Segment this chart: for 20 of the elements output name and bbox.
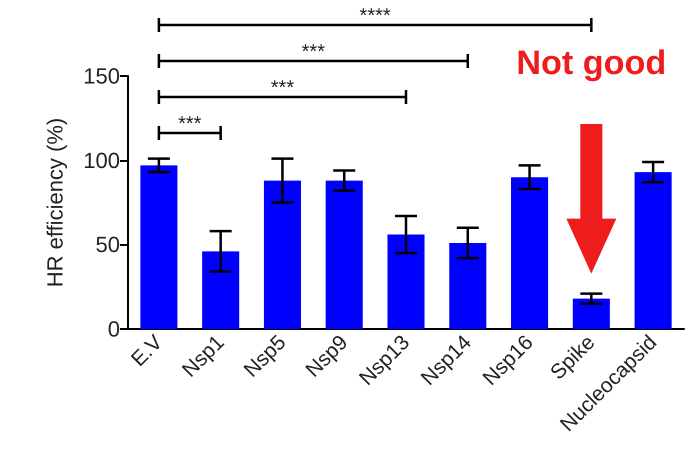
annotation: Not good [516,44,666,82]
y-tick-label: 0 [108,316,120,342]
bar [387,234,425,329]
text: **** [360,5,391,27]
y-tick-label: 100 [83,148,120,173]
y-axis-title: HR efficiency (%) [42,118,68,288]
bar [140,165,178,329]
annotation: *** [270,77,294,99]
bar [326,180,363,329]
bar [634,172,672,329]
bar [264,180,301,329]
bar [449,242,486,329]
annotation: *** [178,113,202,135]
y-tick-label: 150 [83,64,120,88]
y-tick-label: 50 [96,232,120,258]
bar [511,177,548,329]
text: *** [302,41,326,63]
bar [202,251,240,329]
x-tick-label: E.V [126,330,168,372]
bar [572,298,610,329]
